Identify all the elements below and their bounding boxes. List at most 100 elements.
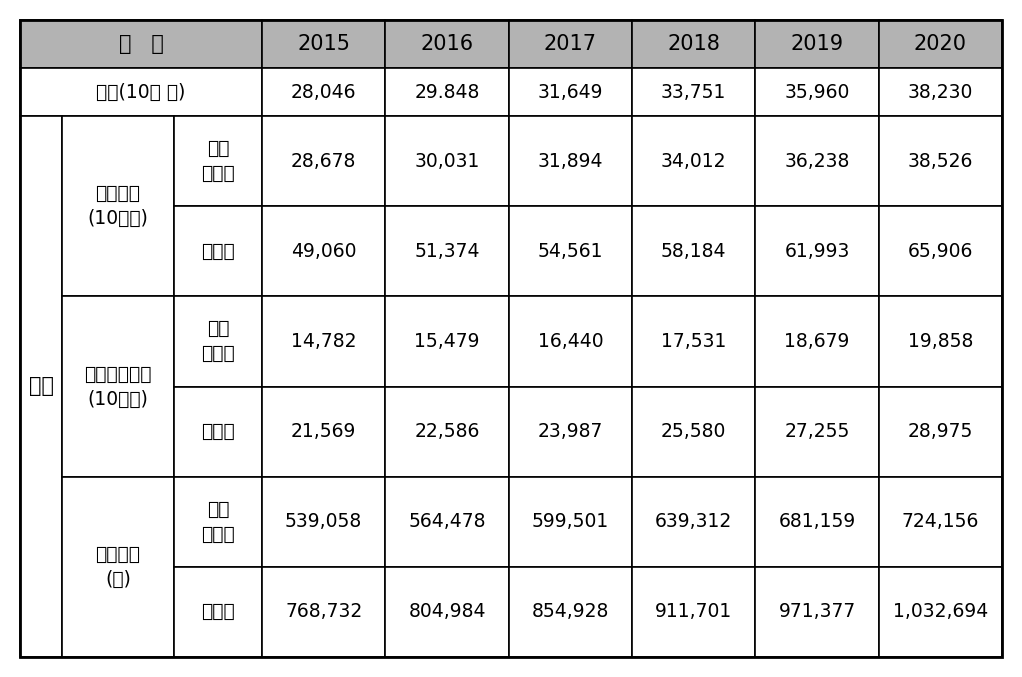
Bar [262,567,385,657]
Bar [262,206,385,297]
Bar [632,387,755,477]
Text: 17,531: 17,531 [661,332,727,351]
Bar [879,20,1002,68]
Text: 2017: 2017 [544,34,597,54]
Bar [262,116,385,206]
Text: 58,184: 58,184 [661,242,727,261]
Text: 30,031: 30,031 [414,152,479,171]
Text: 1,032,694: 1,032,694 [892,603,988,621]
Bar [879,206,1002,297]
Text: 639,312: 639,312 [655,512,733,531]
Bar [262,20,385,68]
Text: 28,046: 28,046 [291,83,357,102]
Text: 599,501: 599,501 [531,512,609,531]
Text: 38,526: 38,526 [908,152,973,171]
Bar [62,297,174,477]
Text: 사회
서비스: 사회 서비스 [201,320,235,364]
Bar [62,477,174,657]
Bar [755,297,879,387]
Bar [632,20,755,68]
Text: 854,928: 854,928 [531,603,609,621]
Bar [385,477,509,567]
Text: 사회
서비스: 사회 서비스 [201,500,235,544]
Bar [385,116,509,206]
Text: 28,975: 28,975 [908,422,973,441]
Text: 768,732: 768,732 [285,603,362,621]
Bar [385,297,509,387]
Bar [509,206,632,297]
Bar [632,206,755,297]
Bar [262,297,385,387]
Text: 49,060: 49,060 [291,242,357,261]
Bar [509,387,632,477]
Bar [755,567,879,657]
Bar [262,477,385,567]
Text: 2020: 2020 [914,34,967,54]
Text: 35,960: 35,960 [784,83,849,102]
Text: 22,586: 22,586 [414,422,479,441]
Text: 28,678: 28,678 [291,152,357,171]
Text: 부가가치창출
(10억원): 부가가치창출 (10억원) [84,364,151,408]
Text: 14,782: 14,782 [291,332,357,351]
Bar [632,477,755,567]
Bar [509,20,632,68]
Bar [879,477,1002,567]
Text: 38,230: 38,230 [908,83,973,102]
Text: 18,679: 18,679 [784,332,849,351]
Bar [20,116,62,657]
Text: 전산업: 전산업 [201,603,235,621]
Bar [755,387,879,477]
Text: 전산업: 전산업 [201,422,235,441]
Text: 전산업: 전산업 [201,242,235,261]
Text: 31,894: 31,894 [538,152,603,171]
Text: 34,012: 34,012 [661,152,727,171]
Bar [262,387,385,477]
Text: 911,701: 911,701 [655,603,733,621]
Bar [879,567,1002,657]
Bar [632,297,755,387]
Bar [755,477,879,567]
Bar [262,68,385,116]
Text: 724,156: 724,156 [901,512,979,531]
Text: 681,159: 681,159 [779,512,855,531]
Bar [20,68,262,116]
Bar [632,116,755,206]
Text: 539,058: 539,058 [285,512,362,531]
Bar [385,387,509,477]
Bar [879,297,1002,387]
Bar [632,68,755,116]
Bar [632,567,755,657]
Bar [174,297,262,387]
Text: 564,478: 564,478 [408,512,485,531]
Text: 61,993: 61,993 [784,242,849,261]
Bar [174,387,262,477]
Text: 생산유발
(10억원): 생산유발 (10억원) [88,184,148,228]
Text: 구   분: 구 분 [119,34,164,54]
Text: 21,569: 21,569 [291,422,357,441]
Bar [509,68,632,116]
Text: 19,858: 19,858 [908,332,973,351]
Text: 31,649: 31,649 [538,83,603,102]
Text: 971,377: 971,377 [779,603,855,621]
Bar [385,20,509,68]
Bar [755,20,879,68]
Bar [755,206,879,297]
Bar [385,206,509,297]
Text: 16,440: 16,440 [538,332,603,351]
Bar [174,567,262,657]
Text: 65,906: 65,906 [908,242,973,261]
Bar [755,116,879,206]
Text: 2016: 2016 [420,34,473,54]
Bar [509,297,632,387]
Bar [385,68,509,116]
Bar [755,68,879,116]
Text: 804,984: 804,984 [408,603,485,621]
Bar [62,116,174,297]
Bar [509,477,632,567]
Text: 23,987: 23,987 [538,422,603,441]
Bar [879,387,1002,477]
Text: 25,580: 25,580 [661,422,727,441]
Bar [385,567,509,657]
Text: 27,255: 27,255 [784,422,849,441]
Text: 투입(10억 원): 투입(10억 원) [96,83,186,102]
